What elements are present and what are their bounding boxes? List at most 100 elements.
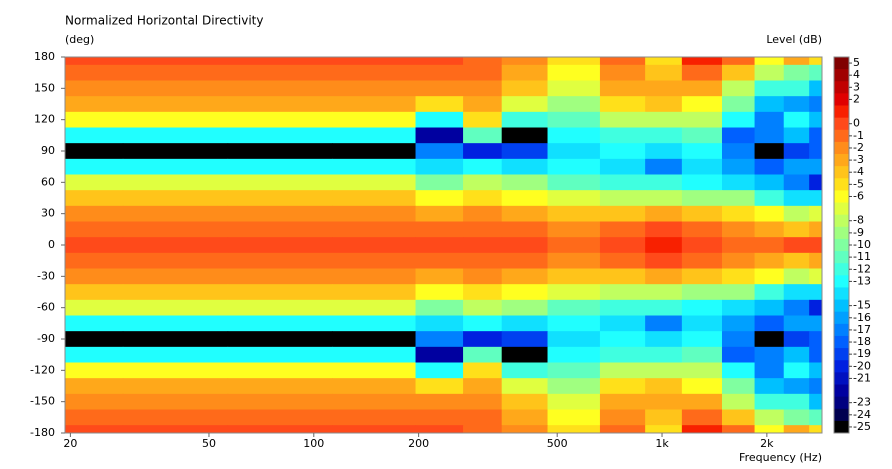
heatmap-cell xyxy=(599,96,646,113)
heatmap-cell xyxy=(332,143,417,160)
heatmap-cell xyxy=(721,268,756,285)
heatmap-cell xyxy=(721,331,756,348)
heatmap-cell xyxy=(681,346,723,363)
heatmap-cell xyxy=(721,96,756,113)
heatmap-cell xyxy=(332,425,417,434)
heatmap-cell xyxy=(65,409,124,426)
heatmap-cell xyxy=(227,299,333,316)
heatmap-cell xyxy=(681,143,723,160)
heatmap-cell xyxy=(65,143,124,160)
colorbar-band xyxy=(834,384,849,398)
heatmap-cell xyxy=(122,284,229,301)
heatmap-cell xyxy=(721,221,756,238)
heatmap-cell xyxy=(754,378,785,395)
heatmap-cell xyxy=(721,127,756,144)
heatmap-cell xyxy=(721,362,756,379)
colorbar-band xyxy=(834,408,849,422)
colorbar-tick-label: -13 xyxy=(853,274,871,287)
heatmap-cell xyxy=(681,315,723,332)
heatmap-cell xyxy=(681,252,723,269)
heatmap-cell xyxy=(783,111,810,128)
heatmap-cell xyxy=(547,237,601,254)
colorbar-tick-label: 0 xyxy=(853,117,860,130)
colorbar-band xyxy=(834,287,849,300)
y-tick-label: -180 xyxy=(30,426,55,439)
heatmap-cell xyxy=(463,362,503,379)
heatmap-cell xyxy=(547,268,601,285)
colorbar-band xyxy=(834,360,849,373)
colorbar-tick-label: 5 xyxy=(853,56,860,69)
heatmap-cell xyxy=(122,96,229,113)
heatmap-cell xyxy=(681,111,723,128)
heatmap-cell xyxy=(721,143,756,160)
heatmap-cell xyxy=(721,315,756,332)
colorbar-band xyxy=(834,57,849,70)
heatmap-cell xyxy=(122,315,229,332)
heatmap-cell xyxy=(415,57,464,66)
heatmap-cell xyxy=(681,237,723,254)
heatmap-cell xyxy=(501,174,549,191)
heatmap-cell xyxy=(332,205,417,222)
heatmap-cell xyxy=(599,346,646,363)
heatmap-cell xyxy=(599,237,646,254)
heatmap-cell xyxy=(463,174,503,191)
heatmap-cell xyxy=(754,268,785,285)
colorbar-tick-label: -18 xyxy=(853,335,871,348)
x-tick-label: 50 xyxy=(202,437,216,450)
heatmap-cell xyxy=(332,409,417,426)
heatmap-cell xyxy=(463,80,503,97)
heatmap-cell xyxy=(547,284,601,301)
colorbar-tick-label: -11 xyxy=(853,250,871,263)
heatmap-cell xyxy=(809,425,823,434)
heatmap-cell xyxy=(645,143,683,160)
heatmap-cell xyxy=(809,57,823,66)
heatmap-cell xyxy=(783,221,810,238)
heatmap-cell xyxy=(122,127,229,144)
colorbar-band xyxy=(834,105,849,119)
heatmap-cell xyxy=(547,80,601,97)
heatmap-cell xyxy=(599,409,646,426)
heatmap-cell xyxy=(547,96,601,113)
heatmap-cell xyxy=(721,393,756,410)
heatmap-cell xyxy=(783,299,810,316)
heatmap-cell xyxy=(599,299,646,316)
heatmap-cell xyxy=(645,315,683,332)
colorbar-band xyxy=(834,166,849,179)
heatmap-cell xyxy=(463,190,503,207)
heatmap-cell xyxy=(501,315,549,332)
heatmap-cell xyxy=(783,64,810,81)
heatmap-cell xyxy=(332,237,417,254)
heatmap-cell xyxy=(721,346,756,363)
heatmap-cell xyxy=(721,252,756,269)
heatmap-cell xyxy=(645,268,683,285)
heatmap-cell xyxy=(754,331,785,348)
colorbar-tick-label: -5 xyxy=(853,177,864,190)
x-axis-label: Frequency (Hz) xyxy=(739,451,822,464)
heatmap-cell xyxy=(721,80,756,97)
colorbar-tick-label: 4 xyxy=(853,68,860,81)
heatmap-cell xyxy=(681,425,723,434)
heatmap-cell xyxy=(809,378,823,395)
heatmap-cell xyxy=(332,284,417,301)
heatmap-cell xyxy=(65,96,124,113)
heatmap-cell xyxy=(227,346,333,363)
heatmap-cell xyxy=(227,57,333,66)
heatmap-cell xyxy=(65,268,124,285)
heatmap-cell xyxy=(415,221,464,238)
heatmap-cell xyxy=(463,96,503,113)
heatmap-cell xyxy=(65,221,124,238)
heatmap-cell xyxy=(721,205,756,222)
heatmap-cell xyxy=(547,346,601,363)
heatmap-cell xyxy=(501,221,549,238)
heatmap-cell xyxy=(599,174,646,191)
heatmap-cell xyxy=(227,96,333,113)
heatmap-cell xyxy=(65,393,124,410)
heatmap-cell xyxy=(599,190,646,207)
heatmap-cell xyxy=(65,346,124,363)
heatmap-cell xyxy=(599,143,646,160)
heatmap-cell xyxy=(227,284,333,301)
heatmap-cell xyxy=(599,362,646,379)
heatmap-cell xyxy=(415,237,464,254)
